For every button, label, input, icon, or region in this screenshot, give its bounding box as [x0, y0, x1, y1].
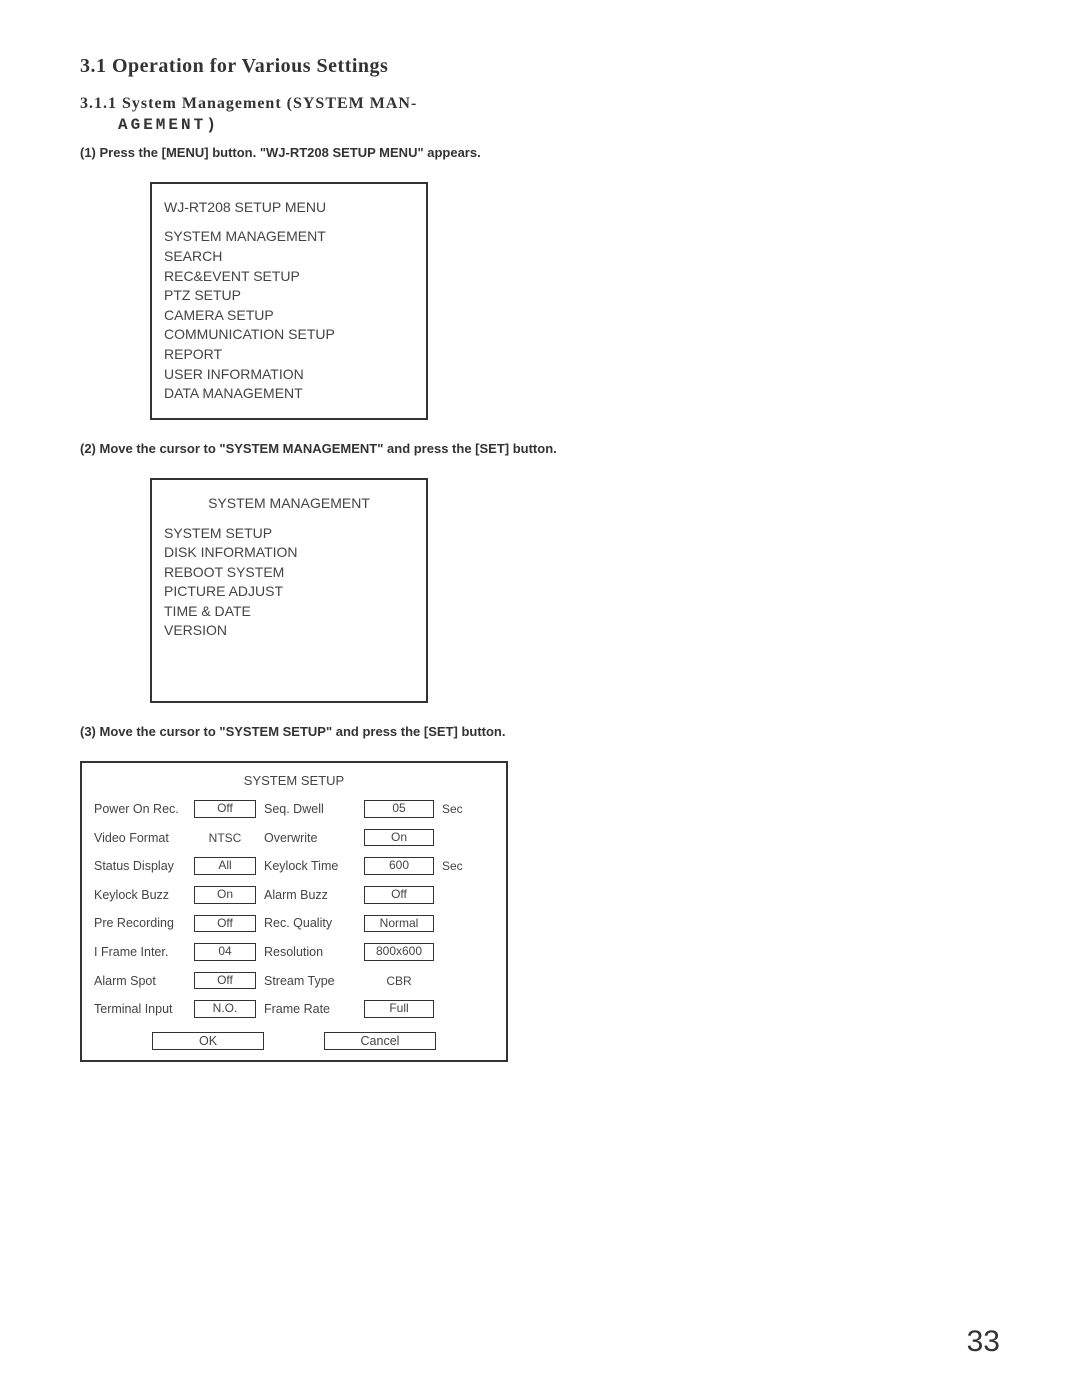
setting-value[interactable]: 800x600	[364, 943, 434, 961]
setting-label: Video Format	[94, 831, 186, 845]
menu-item[interactable]: TIME & DATE	[164, 602, 414, 622]
setup-menu-panel: WJ-RT208 SETUP MENU SYSTEM MANAGEMENTSEA…	[150, 182, 428, 420]
menu-item[interactable]: COMMUNICATION SETUP	[164, 325, 414, 345]
setting-label: Frame Rate	[264, 1002, 356, 1016]
menu-item[interactable]: REC&EVENT SETUP	[164, 267, 414, 287]
setting-value[interactable]: Full	[364, 1000, 434, 1018]
setting-label: Alarm Buzz	[264, 888, 356, 902]
cancel-button[interactable]: Cancel	[324, 1032, 436, 1050]
setting-value[interactable]: 05	[364, 800, 434, 818]
setting-value: NTSC	[194, 831, 256, 845]
menu-item[interactable]: SEARCH	[164, 247, 414, 267]
setting-value[interactable]: 600	[364, 857, 434, 875]
setting-unit: Sec	[442, 859, 472, 873]
step-3: (3) Move the cursor to "SYSTEM SETUP" an…	[80, 723, 560, 741]
menu-item[interactable]: SYSTEM MANAGEMENT	[164, 227, 414, 247]
menu-item[interactable]: DISK INFORMATION	[164, 543, 414, 563]
subsection-line2: AGEMENT)	[118, 116, 219, 134]
setting-label: Alarm Spot	[94, 974, 186, 988]
setting-value[interactable]: On	[194, 886, 256, 904]
menu-item[interactable]: USER INFORMATION	[164, 365, 414, 385]
setting-label: Terminal Input	[94, 1002, 186, 1016]
system-setup-title: SYSTEM SETUP	[94, 773, 494, 788]
setting-value[interactable]: Off	[194, 800, 256, 818]
setting-label: Seq. Dwell	[264, 802, 356, 816]
menu-item[interactable]: REBOOT SYSTEM	[164, 563, 414, 583]
setting-value[interactable]: On	[364, 829, 434, 847]
setting-label: Status Display	[94, 859, 186, 873]
subsection-heading: 3.1.1 System Management (SYSTEM MAN- AGE…	[80, 94, 560, 136]
ok-button[interactable]: OK	[152, 1032, 264, 1050]
setting-label: I Frame Inter.	[94, 945, 186, 959]
section-heading: 3.1 Operation for Various Settings	[80, 55, 560, 78]
setting-label: Rec. Quality	[264, 916, 356, 930]
setting-value[interactable]: N.O.	[194, 1000, 256, 1018]
setting-unit: Sec	[442, 802, 472, 816]
subsection-line1: 3.1.1 System Management (SYSTEM MAN-	[80, 95, 417, 112]
system-setup-panel: SYSTEM SETUP Power On Rec. Off Seq. Dwell 0…	[80, 761, 508, 1062]
setting-value[interactable]: All	[194, 857, 256, 875]
setting-label: Overwrite	[264, 831, 356, 845]
system-management-title: SYSTEM MANAGEMENT	[164, 494, 414, 514]
setting-label: Stream Type	[264, 974, 356, 988]
menu-item[interactable]: PTZ SETUP	[164, 286, 414, 306]
setting-label: Power On Rec.	[94, 802, 186, 816]
menu-item[interactable]: SYSTEM SETUP	[164, 524, 414, 544]
setting-label: Resolution	[264, 945, 356, 959]
setup-menu-title: WJ-RT208 SETUP MENU	[164, 198, 414, 218]
menu-item[interactable]: CAMERA SETUP	[164, 306, 414, 326]
setting-value[interactable]: Off	[194, 915, 256, 933]
setting-value[interactable]: 04	[194, 943, 256, 961]
setting-label: Pre Recording	[94, 916, 186, 930]
step-2: (2) Move the cursor to "SYSTEM MANAGEMEN…	[80, 440, 560, 458]
menu-item[interactable]: VERSION	[164, 621, 414, 641]
menu-item[interactable]: PICTURE ADJUST	[164, 582, 414, 602]
setting-label: Keylock Time	[264, 859, 356, 873]
setting-value[interactable]: Off	[194, 972, 256, 990]
setting-value: CBR	[364, 974, 434, 988]
step-1: (1) Press the [MENU] button. "WJ-RT208 S…	[80, 144, 560, 162]
page-number: 33	[967, 1325, 1000, 1359]
system-management-panel: SYSTEM MANAGEMENT SYSTEM SETUPDISK INFOR…	[150, 478, 428, 703]
setting-value[interactable]: Off	[364, 886, 434, 904]
setting-label: Keylock Buzz	[94, 888, 186, 902]
setting-value[interactable]: Normal	[364, 915, 434, 933]
menu-item[interactable]: DATA MANAGEMENT	[164, 384, 414, 404]
menu-item[interactable]: REPORT	[164, 345, 414, 365]
